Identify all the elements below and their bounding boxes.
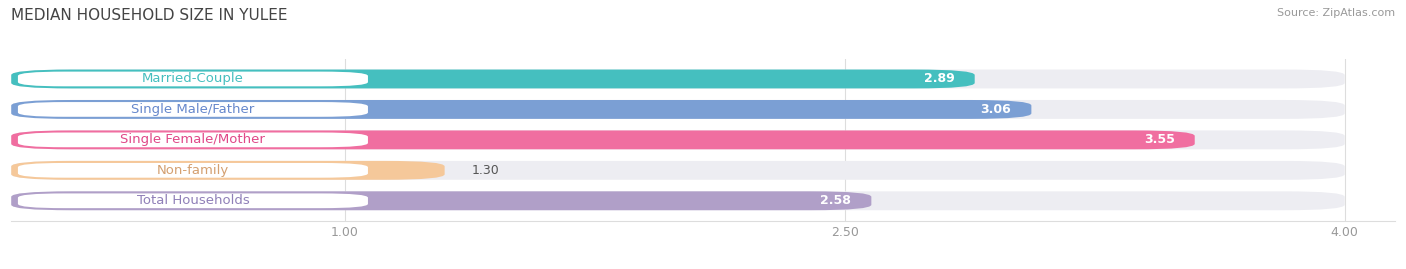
FancyBboxPatch shape bbox=[11, 191, 872, 210]
FancyBboxPatch shape bbox=[18, 102, 368, 117]
Text: MEDIAN HOUSEHOLD SIZE IN YULEE: MEDIAN HOUSEHOLD SIZE IN YULEE bbox=[11, 8, 288, 23]
Text: 2.58: 2.58 bbox=[821, 194, 852, 207]
Text: Total Households: Total Households bbox=[136, 194, 249, 207]
FancyBboxPatch shape bbox=[11, 161, 1344, 180]
Text: Non-family: Non-family bbox=[157, 164, 229, 177]
FancyBboxPatch shape bbox=[11, 130, 1195, 149]
FancyBboxPatch shape bbox=[11, 100, 1032, 119]
FancyBboxPatch shape bbox=[11, 191, 1344, 210]
Text: Single Female/Mother: Single Female/Mother bbox=[121, 133, 266, 146]
Text: 3.55: 3.55 bbox=[1144, 133, 1175, 146]
FancyBboxPatch shape bbox=[18, 133, 368, 147]
FancyBboxPatch shape bbox=[11, 69, 1344, 89]
FancyBboxPatch shape bbox=[11, 69, 974, 89]
Text: Source: ZipAtlas.com: Source: ZipAtlas.com bbox=[1277, 8, 1395, 18]
Text: Single Male/Father: Single Male/Father bbox=[131, 103, 254, 116]
Text: 3.06: 3.06 bbox=[980, 103, 1011, 116]
FancyBboxPatch shape bbox=[11, 161, 444, 180]
FancyBboxPatch shape bbox=[11, 100, 1344, 119]
FancyBboxPatch shape bbox=[18, 193, 368, 208]
Text: 2.89: 2.89 bbox=[924, 72, 955, 86]
FancyBboxPatch shape bbox=[11, 130, 1344, 149]
FancyBboxPatch shape bbox=[18, 72, 368, 86]
FancyBboxPatch shape bbox=[18, 163, 368, 178]
Text: 1.30: 1.30 bbox=[471, 164, 499, 177]
Text: Married-Couple: Married-Couple bbox=[142, 72, 243, 86]
